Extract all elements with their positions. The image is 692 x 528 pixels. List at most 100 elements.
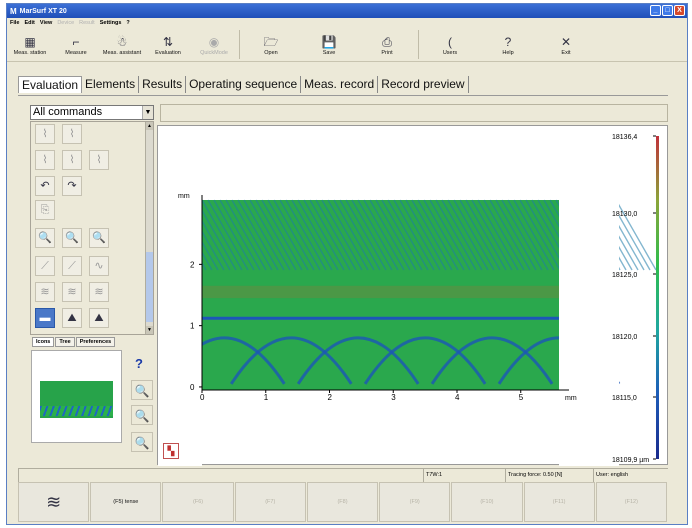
surface-band (202, 285, 559, 299)
meas-station-icon: ▦ (24, 34, 36, 49)
surface-streak (213, 199, 255, 271)
colorbar-label: 18120,0 (612, 334, 637, 341)
surface-streak (333, 199, 375, 271)
scroll-down-icon[interactable]: ▼ (146, 326, 153, 334)
scroll-up-icon[interactable]: ▲ (146, 122, 153, 130)
panel-subtabs: Icons Tree Preferences (32, 337, 116, 347)
y-tick-label: 2 (190, 260, 195, 269)
toolbar-button-label: Save (322, 49, 336, 56)
zoom-tool-c-icon[interactable]: 🔍 (131, 432, 153, 452)
toolbar-meas-station-button[interactable]: ▦ Meas. station (7, 28, 53, 61)
toolbar-button-label: Open (264, 49, 278, 56)
icon-panel-scrollbar[interactable]: ▲ ▼ (145, 122, 153, 334)
exit-icon: ✕ (560, 34, 572, 49)
export-plot-icon[interactable]: ▚ (163, 443, 179, 459)
status-field: T7W:1 (423, 469, 505, 483)
copy-profile-icon: ⎘ (35, 200, 55, 220)
close-button[interactable]: X (674, 5, 685, 16)
tab-meas-record[interactable]: Meas. record (301, 76, 379, 93)
surface-streak (435, 199, 477, 271)
profile-a-icon: ⌇ (35, 150, 55, 170)
toolbar-evaluation-button[interactable]: ⇅ Evaluation (145, 28, 191, 61)
toolbar-save-button[interactable]: 💾 Save (300, 28, 358, 61)
subtab-preferences[interactable]: Preferences (75, 337, 116, 347)
surface-streak (201, 199, 243, 271)
scrollbar-thumb[interactable] (146, 252, 153, 322)
surface-streak (351, 199, 393, 271)
plot-margin-right (559, 126, 619, 466)
menu-item-view[interactable]: View (39, 20, 53, 26)
toolbar-exit-button[interactable]: ✕ Exit (537, 28, 595, 61)
surface-streak (243, 199, 285, 271)
toolbar-help-button[interactable]: ? Help (479, 28, 537, 61)
undo-icon[interactable]: ↶ (35, 176, 55, 196)
surface-streak (411, 199, 453, 271)
colorbar-label: 18125,0 (612, 272, 637, 279)
menu-item-edit[interactable]: Edit (24, 20, 35, 26)
plot-margin-top (201, 126, 560, 199)
zoom-in-icon[interactable]: 🔍 (35, 228, 55, 248)
quickmode-icon: ◉ (208, 34, 220, 49)
surface-streak (459, 199, 501, 271)
tab-results[interactable]: Results (139, 76, 187, 93)
menu-item-help[interactable]: ? (126, 20, 130, 26)
command-icon-panel: ⌇ ⌇ ⌇ ⌇ ⌇ ↶ ↷ ⎘ 🔍 🔍 🔍 ⟋ ⟋ ∿ ≋ ≋ ≋ ▬ ⛰ ⛰ ▲ ▼ (30, 121, 154, 335)
zoom-out-icon[interactable]: 🔍 (62, 228, 82, 248)
x-tick-label: 4 (455, 393, 460, 402)
function-key-menu-button[interactable]: ≋ (18, 482, 90, 522)
surface-streak (327, 199, 369, 271)
toolbar-open-button[interactable]: 🗁 Open (242, 28, 300, 61)
tab-evaluation[interactable]: Evaluation (18, 76, 83, 93)
surface-streak (381, 199, 423, 271)
tab-operating-sequence[interactable]: Operating sequence (186, 76, 302, 93)
commands-select[interactable]: All commands ▼ (30, 105, 154, 120)
function-key-bar: ≋ (F5) tense (F6) (F7) (F8) (F9) (F10) (F11) (F1… (18, 482, 668, 522)
commands-select-value: All commands (33, 106, 103, 118)
menu-item-file[interactable]: File (10, 20, 20, 26)
surface-streak (471, 199, 513, 271)
app-logo-icon: M (10, 6, 17, 16)
surface-streak (399, 199, 441, 271)
topography-3d-icon[interactable]: ⛰ (62, 308, 82, 328)
surface-streak (195, 199, 237, 271)
printer-icon: ⎙ (382, 34, 392, 49)
toolbar-print-button[interactable]: ⎙ Print (358, 28, 416, 61)
toolbar-users-button[interactable]: (Users (421, 28, 479, 61)
surface-streak (315, 199, 357, 271)
zoom-tool-b-icon[interactable]: 🔍 (131, 405, 153, 425)
menu-item-settings[interactable]: Settings (99, 20, 122, 26)
maximize-button[interactable]: □ (662, 5, 673, 16)
minimize-button[interactable]: _ (650, 5, 661, 16)
surface-streak (255, 199, 297, 271)
redo-icon[interactable]: ↷ (62, 176, 82, 196)
topography-icon[interactable]: ▬ (35, 308, 55, 328)
chevron-down-icon[interactable]: ▼ (142, 106, 153, 119)
zoom-tool-a-icon[interactable]: 🔍 (131, 380, 153, 400)
surface-streak (519, 199, 561, 271)
toolbar-button-label: Measure (65, 49, 87, 56)
function-key-f11: (F11) (523, 482, 595, 522)
thumbnail-preview[interactable] (31, 350, 122, 443)
topography-3d-alt-icon[interactable]: ⛰ (89, 308, 109, 328)
tab-elements[interactable]: Elements (82, 76, 140, 93)
surface-streak (465, 199, 507, 271)
x-tick-label: 3 (391, 393, 396, 402)
toolbar-meas-assistant-button[interactable]: ☃ Meas. assistant (99, 28, 145, 61)
surface-arc (229, 336, 353, 385)
thumbnail-wave (40, 406, 113, 416)
wave-icon: ∿ (89, 256, 109, 276)
zoom-reset-icon[interactable]: 🔍 (89, 228, 109, 248)
topography-plot-pane[interactable]: 0 1 2 3 4 5 0 1 2 mm mm 18136,4 18130,0 18125,0 18120,… (157, 125, 668, 466)
subtab-icons[interactable]: Icons (32, 337, 55, 347)
tab-record-preview[interactable]: Record preview (378, 76, 469, 93)
surface-streak (483, 199, 525, 271)
toolbar-measure-button[interactable]: ⌐ Measure (53, 28, 99, 61)
subtab-tree[interactable]: Tree (55, 337, 75, 347)
colorbar-label: 18115,0 (612, 395, 637, 402)
x-tick-label: 2 (328, 393, 333, 402)
surface-streak (453, 199, 495, 271)
help-question-icon[interactable]: ? (135, 356, 143, 371)
surface-arc (296, 336, 420, 385)
surface-streak (363, 199, 405, 271)
function-key-f5-tense[interactable]: (F5) tense (90, 482, 162, 522)
